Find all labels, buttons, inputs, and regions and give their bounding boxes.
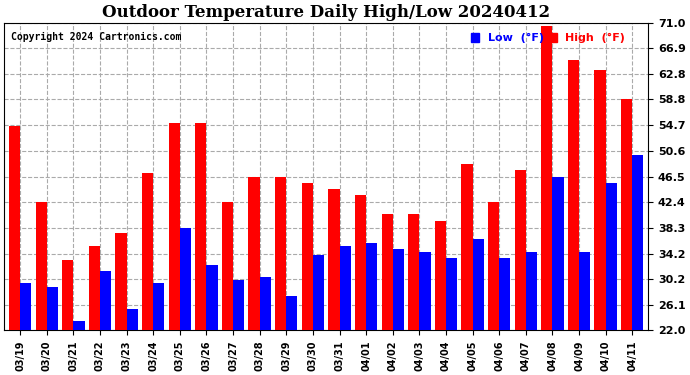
Bar bbox=[313, 255, 324, 330]
Bar bbox=[302, 183, 313, 330]
Bar bbox=[446, 258, 457, 330]
Bar bbox=[206, 264, 217, 330]
Bar bbox=[36, 202, 47, 330]
Text: Copyright 2024 Cartronics.com: Copyright 2024 Cartronics.com bbox=[10, 32, 181, 42]
Bar bbox=[541, 26, 553, 330]
Title: Outdoor Temperature Daily High/Low 20240412: Outdoor Temperature Daily High/Low 20240… bbox=[102, 4, 550, 21]
Bar bbox=[462, 164, 473, 330]
Bar bbox=[195, 123, 206, 330]
Bar bbox=[248, 177, 259, 330]
Bar bbox=[488, 202, 499, 330]
Bar bbox=[168, 123, 180, 330]
Bar bbox=[355, 195, 366, 330]
Bar bbox=[553, 177, 564, 330]
Bar bbox=[73, 321, 85, 330]
Bar bbox=[595, 70, 606, 330]
Bar bbox=[47, 286, 58, 330]
Bar bbox=[115, 233, 126, 330]
Bar bbox=[153, 284, 164, 330]
Bar bbox=[275, 177, 286, 330]
Bar bbox=[339, 246, 351, 330]
Bar bbox=[515, 170, 526, 330]
Bar bbox=[89, 246, 100, 330]
Bar bbox=[222, 202, 233, 330]
Bar bbox=[420, 252, 431, 330]
Bar bbox=[632, 154, 644, 330]
Bar bbox=[62, 260, 73, 330]
Bar bbox=[473, 239, 484, 330]
Bar bbox=[100, 271, 111, 330]
Bar bbox=[233, 280, 244, 330]
Legend: Low  (°F), High  (°F): Low (°F), High (°F) bbox=[466, 28, 630, 48]
Bar bbox=[568, 60, 579, 330]
Bar bbox=[126, 309, 138, 330]
Bar bbox=[499, 258, 511, 330]
Bar bbox=[408, 214, 420, 330]
Bar bbox=[142, 174, 153, 330]
Bar bbox=[621, 99, 632, 330]
Bar bbox=[9, 126, 20, 330]
Bar bbox=[526, 252, 537, 330]
Bar bbox=[366, 243, 377, 330]
Bar bbox=[20, 284, 31, 330]
Bar bbox=[435, 220, 446, 330]
Bar bbox=[579, 252, 590, 330]
Bar bbox=[393, 249, 404, 330]
Bar bbox=[259, 277, 271, 330]
Bar bbox=[382, 214, 393, 330]
Bar bbox=[328, 189, 339, 330]
Bar bbox=[180, 228, 191, 330]
Bar bbox=[286, 296, 297, 330]
Bar bbox=[606, 183, 617, 330]
